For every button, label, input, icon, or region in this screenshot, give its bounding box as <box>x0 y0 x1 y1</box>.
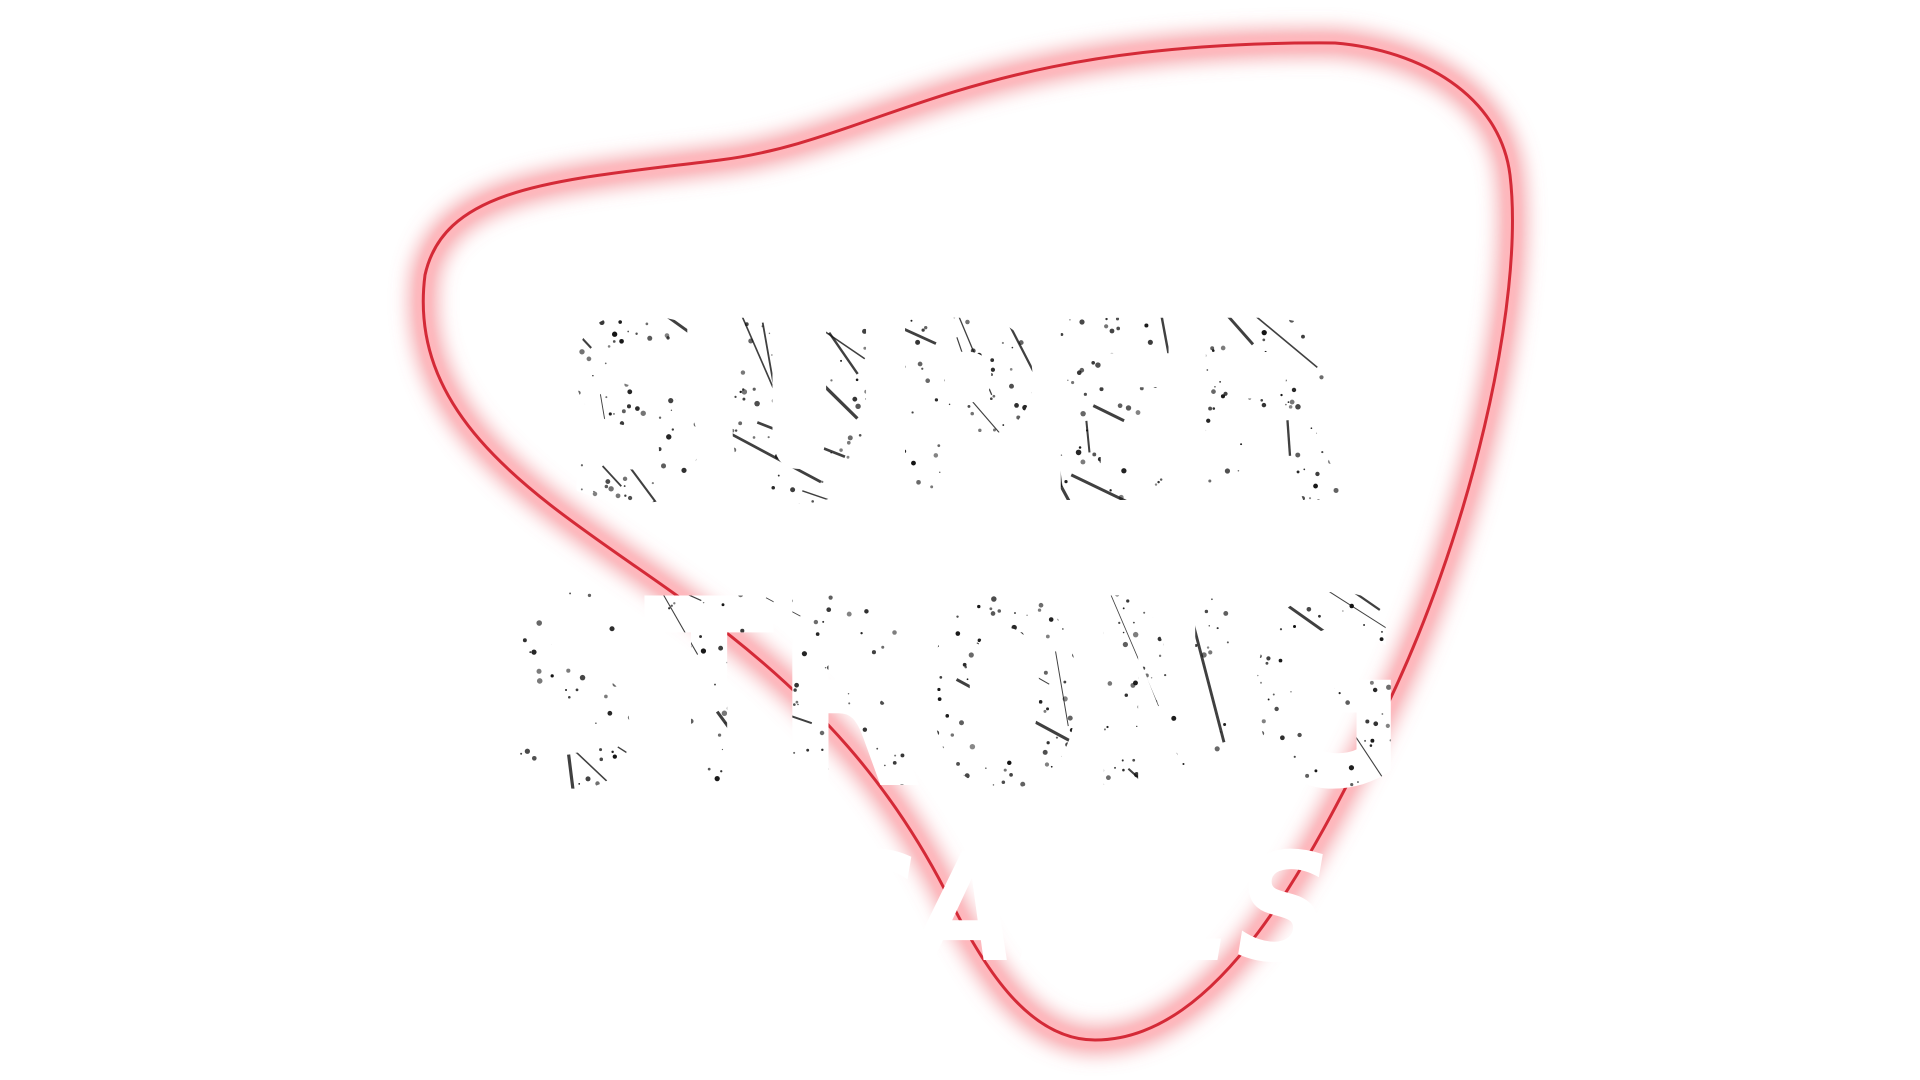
neon-outline <box>408 27 1528 1056</box>
logo-line-3: GAMES <box>810 822 1330 996</box>
logo-line-2: STRONG <box>505 545 1405 847</box>
logo-line-1: SUPER <box>560 268 1350 559</box>
logo-wordmark: SUPER STRONG GAMES <box>505 268 1405 996</box>
